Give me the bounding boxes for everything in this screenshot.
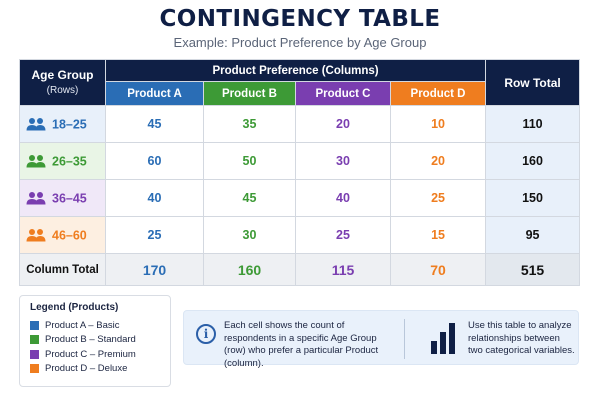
row-total-cell: 150: [485, 179, 581, 217]
age-group-header-label: Age Group: [31, 67, 94, 82]
product-preference-header: Product Preference (Columns): [104, 59, 487, 82]
legend-label: Product C – Premium: [45, 348, 136, 360]
age-group-label: 18–25: [52, 117, 87, 132]
legend-label: Product D – Deluxe: [45, 363, 128, 375]
column-total-cell: 170: [105, 253, 204, 286]
count-cell: 10: [389, 105, 487, 143]
legend-label: Product A – Basic: [45, 319, 120, 331]
people-icon: [26, 155, 46, 168]
grand-total-cell: 515: [485, 253, 581, 286]
legend-item: Product B – Standard: [30, 333, 160, 348]
count-cell: 25: [105, 216, 204, 254]
count-cell: 30: [295, 142, 391, 180]
legend-swatch: [30, 349, 39, 359]
product-column-header: Product C: [295, 81, 391, 106]
info-icon: i: [196, 324, 216, 344]
legend-swatch: [30, 364, 39, 374]
count-cell: 30: [203, 216, 296, 254]
age-group-label: 36–45: [52, 191, 87, 206]
people-icon: [26, 229, 46, 242]
bar-chart-icon: [431, 323, 455, 354]
count-cell: 20: [389, 142, 487, 180]
legend-label: Product B – Standard: [45, 334, 136, 346]
count-cell: 25: [389, 179, 487, 217]
count-cell: 50: [203, 142, 296, 180]
count-cell: 60: [105, 142, 204, 180]
legend-items: Product A – Basic Product B – Standard Pro…: [30, 318, 160, 376]
age-group-cell: 18–25: [19, 105, 106, 143]
people-icon: [26, 192, 46, 205]
legend-item: Product C – Premium: [30, 347, 160, 362]
table-row: 36–45 40 45 40 25 150: [19, 179, 581, 217]
count-cell: 20: [295, 105, 391, 143]
column-total-cell: 115: [295, 253, 391, 286]
column-total-row: Column Total 170 160 115 70 515: [19, 253, 581, 286]
column-total-cell: 70: [389, 253, 487, 286]
page-subtitle: Example: Product Preference by Age Group: [173, 35, 427, 50]
tip-text: Use this table to analyze relationships …: [468, 320, 575, 356]
count-cell: 35: [203, 105, 296, 143]
legend: Legend (Products) Product A – Basic Produ…: [19, 295, 171, 387]
product-header-row: Product A Product B Product C Product D: [20, 81, 580, 106]
count-cell: 45: [105, 105, 204, 143]
count-cell: 15: [389, 216, 487, 254]
age-group-label: 46–60: [52, 228, 87, 243]
legend-swatch: [30, 320, 39, 330]
column-total-cell: 160: [203, 253, 296, 286]
contingency-table: Age Group (Rows) Product Preference (Col…: [19, 59, 581, 286]
row-total-cell: 160: [485, 142, 581, 180]
row-total-cell: 95: [485, 216, 581, 254]
table-row: 46–60 25 30 25 15 95: [19, 216, 581, 254]
info-text: Each cell shows the count of respondents…: [224, 320, 379, 369]
rows-label: (Rows): [46, 84, 79, 96]
count-cell: 40: [105, 179, 204, 217]
count-cell: 25: [295, 216, 391, 254]
product-column-header: Product A: [105, 81, 204, 106]
table-row: 18–25 45 35 20 10 110: [19, 105, 581, 143]
legend-item: Product D – Deluxe: [30, 362, 160, 377]
legend-title: Legend (Products): [30, 302, 119, 313]
table-body: 18–25 45 35 20 10 110 26–35 60 50 30 20 160 36–45 40 4…: [19, 105, 581, 286]
age-group-header: Age Group (Rows): [19, 59, 106, 106]
people-icon: [26, 118, 46, 131]
row-total-header: Row Total: [485, 59, 581, 106]
legend-item: Product A – Basic: [30, 318, 160, 333]
page-title: CONTINGENCY TABLE: [159, 6, 441, 32]
product-column-header: Product D: [389, 81, 487, 106]
age-group-cell: 46–60: [19, 216, 106, 254]
age-group-cell: 36–45: [19, 179, 106, 217]
age-group-cell: 26–35: [19, 142, 106, 180]
legend-swatch: [30, 335, 39, 345]
row-total-cell: 110: [485, 105, 581, 143]
info-panel: i Each cell shows the count of responden…: [183, 310, 579, 369]
age-group-label: 26–35: [52, 154, 87, 169]
info-divider: [404, 319, 405, 359]
count-cell: 40: [295, 179, 391, 217]
count-cell: 45: [203, 179, 296, 217]
column-total-label: Column Total: [19, 253, 106, 286]
product-column-header: Product B: [203, 81, 296, 106]
table-row: 26–35 60 50 30 20 160: [19, 142, 581, 180]
